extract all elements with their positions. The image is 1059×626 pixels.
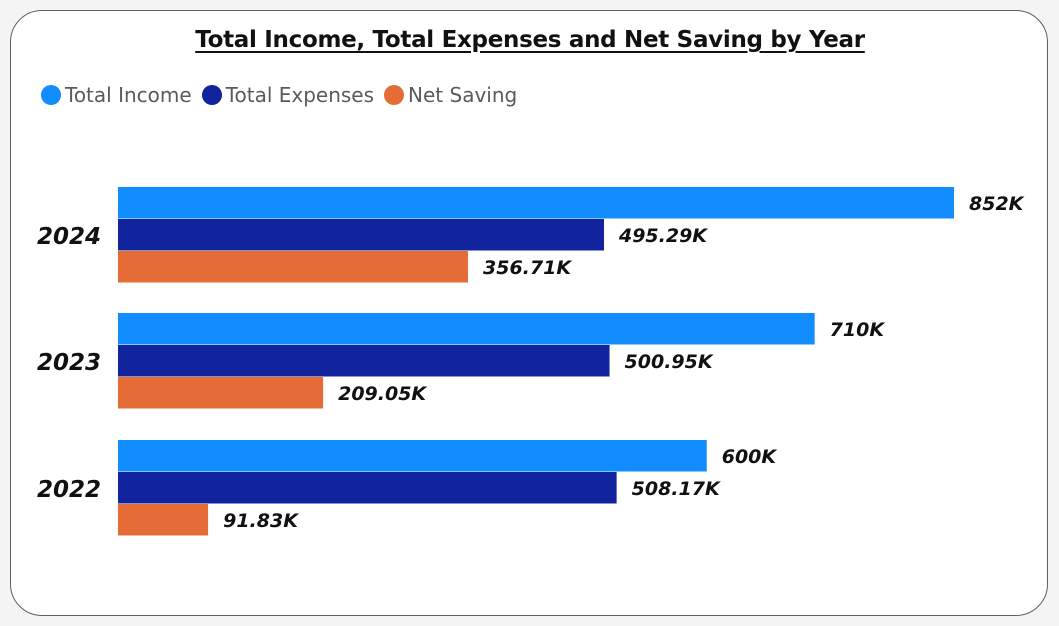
data-label-total-expenses-2022: 508.17K <box>632 478 721 500</box>
data-label-net-saving-2022: 91.83K <box>223 510 299 532</box>
bar-total-income-2024[interactable] <box>118 187 954 219</box>
category-label-2024: 2024 <box>37 224 101 250</box>
bar-total-income-2023[interactable] <box>118 313 815 345</box>
legend-item-net-saving[interactable]: Net Saving <box>384 83 517 107</box>
bar-net-saving-2024[interactable] <box>118 251 469 283</box>
legend-marker-total-income <box>41 85 61 105</box>
data-label-total-income-2024: 852K <box>969 193 1025 215</box>
legend-label-total-expenses: Total Expenses <box>225 83 375 107</box>
bar-total-expenses-2023[interactable] <box>118 345 610 377</box>
legend-marker-net-saving <box>384 85 405 105</box>
bar-total-expenses-2024[interactable] <box>118 219 604 251</box>
category-label-2023: 2023 <box>37 350 101 376</box>
data-label-net-saving-2024: 356.71K <box>483 257 572 279</box>
chart-legend: Total Income Total Expenses Net Saving <box>41 83 527 107</box>
data-label-net-saving-2023: 209.05K <box>338 383 427 405</box>
data-label-total-expenses-2023: 500.95K <box>625 351 714 373</box>
data-label-total-income-2023: 710K <box>830 319 886 341</box>
bar-total-income-2022[interactable] <box>118 440 707 472</box>
legend-label-net-saving: Net Saving <box>408 83 518 107</box>
legend-label-total-income: Total Income <box>65 83 192 107</box>
bar-net-saving-2023[interactable] <box>118 377 324 409</box>
category-label-2022: 2022 <box>37 477 101 503</box>
bar-chart-plot: 2024 852K 495.29K 356.71K 2023 710K 500.95K 209… <box>37 187 1025 536</box>
legend-item-total-expenses[interactable]: Total Expenses <box>201 83 375 107</box>
bar-total-expenses-2022[interactable] <box>118 472 617 504</box>
legend-marker-total-expenses <box>201 85 222 105</box>
bar-net-saving-2022[interactable] <box>118 504 209 536</box>
chart-card: Total Income, Total Expenses and Net Sav… <box>10 10 1048 616</box>
data-label-total-income-2022: 600K <box>722 446 778 468</box>
data-label-total-expenses-2024: 495.29K <box>618 225 708 247</box>
legend-item-total-income[interactable]: Total Income <box>41 83 192 107</box>
chart-title: Total Income, Total Expenses and Net Sav… <box>195 27 865 53</box>
